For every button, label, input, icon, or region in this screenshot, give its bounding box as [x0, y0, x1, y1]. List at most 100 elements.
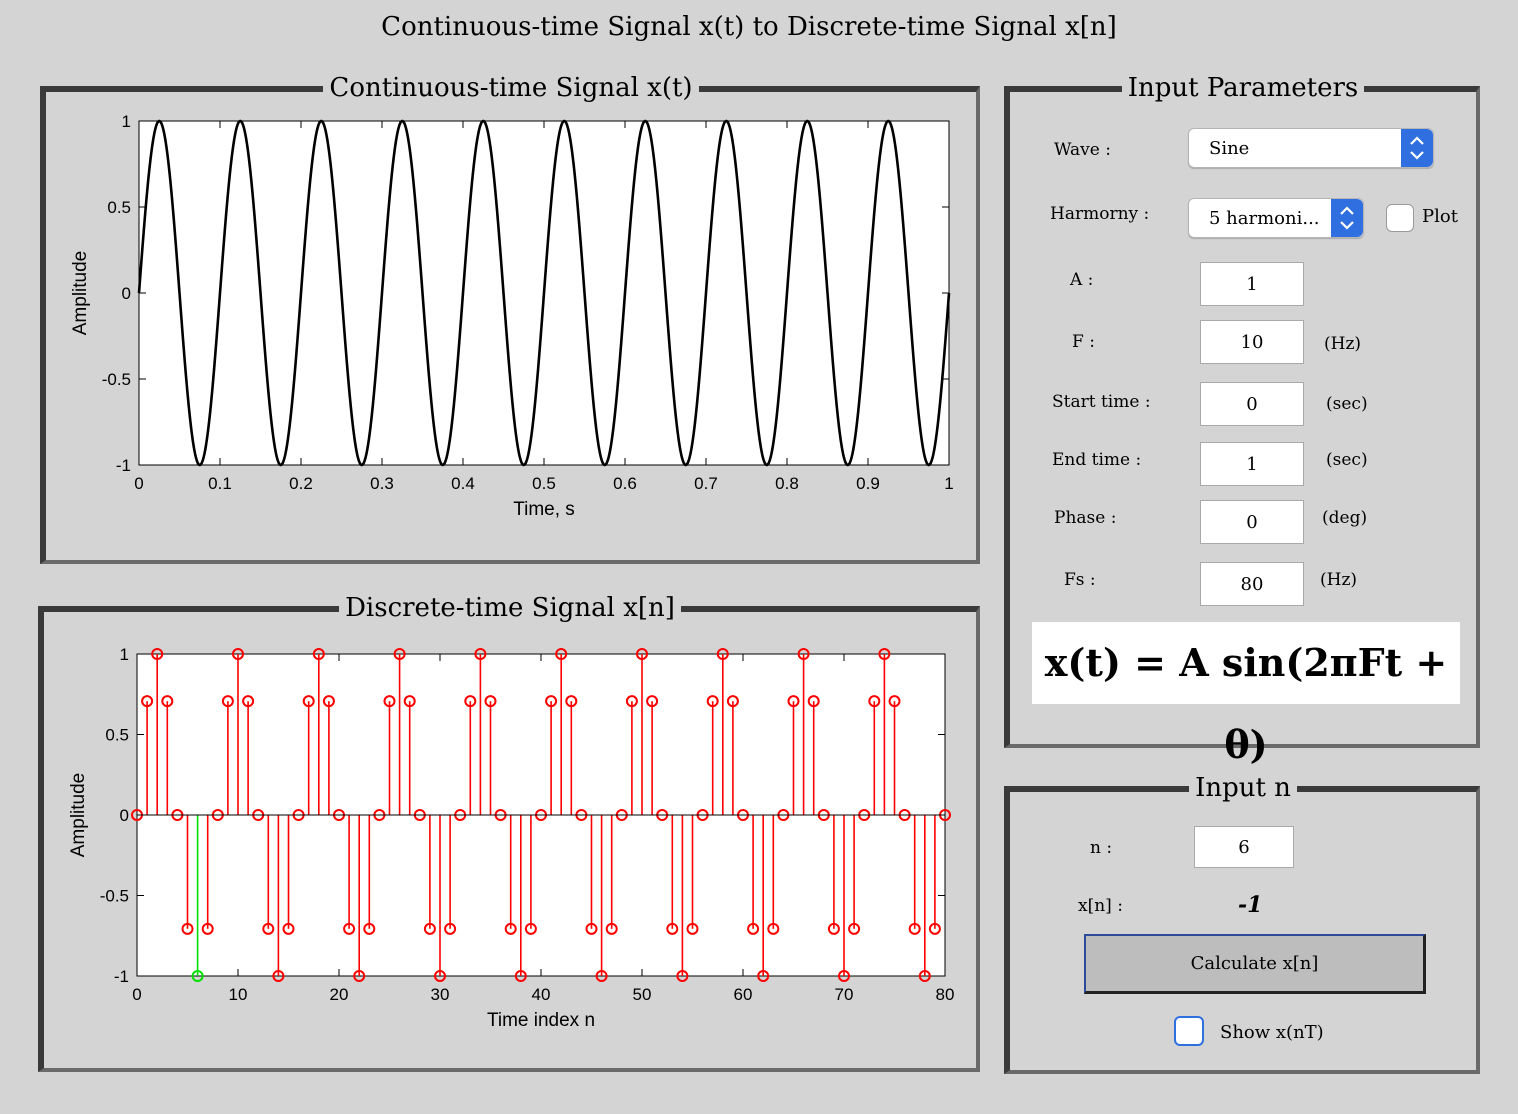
stem-marker	[878, 648, 891, 660]
y-tick-label: 0.5	[107, 198, 131, 217]
y-tick-label: 1	[122, 112, 131, 131]
plot-checkbox[interactable]	[1386, 204, 1414, 232]
discrete-signal-plot: 0 10 20 30 40 50 60 70 80 -1 -0.5 0 0.5 1 Time index n…	[68, 645, 955, 1031]
input-parameters-panel: Input Parameters Wave : Sine Harmorny : …	[1004, 73, 1480, 767]
stem-marker	[191, 970, 204, 982]
x-tick-label: 0.3	[370, 474, 394, 493]
harmony-label: Harmorny :	[1050, 204, 1150, 224]
n-label: n :	[1090, 838, 1113, 858]
plot-label: Plot	[1422, 206, 1458, 227]
harmony-select-value: 5 harmoni...	[1209, 208, 1320, 229]
calculate-button[interactable]: Calculate x[n]	[1084, 934, 1426, 994]
a-input[interactable]	[1200, 262, 1304, 306]
stem-marker	[716, 648, 729, 660]
stem-marker	[514, 970, 527, 982]
stem-marker	[625, 695, 638, 708]
y-tick-label: 0	[122, 284, 131, 303]
stem-marker	[676, 970, 689, 982]
stem-marker	[221, 695, 234, 708]
signal-line	[137, 119, 951, 467]
stem-marker	[555, 648, 568, 660]
stem-marker	[201, 922, 214, 935]
stem-marker	[434, 970, 446, 982]
stem-marker	[383, 695, 396, 708]
stem-marker	[393, 648, 406, 660]
x-tick-label: 80	[936, 985, 955, 1004]
stem-marker	[141, 695, 154, 708]
x-tick-label: 50	[633, 985, 652, 1004]
stem-marker	[565, 695, 578, 708]
x-tick-label: 10	[229, 985, 248, 1004]
stem-marker	[848, 922, 861, 935]
y-tick-label: -0.5	[100, 887, 129, 906]
stem-marker	[444, 922, 457, 935]
stem-marker	[646, 695, 659, 708]
stem-marker	[474, 648, 487, 660]
x-tick-label: 0.8	[775, 474, 799, 493]
stem-marker	[868, 695, 881, 708]
fs-label: Fs :	[1064, 570, 1096, 590]
stem-marker	[403, 695, 416, 708]
stem-marker	[595, 970, 608, 982]
stem-marker	[464, 695, 477, 708]
f-unit: (Hz)	[1324, 334, 1362, 354]
y-tick-label: -0.5	[102, 370, 131, 389]
stem-marker	[787, 695, 800, 708]
discrete-signal-panel: Discrete-time Signal x[n] 0 10 20 30 40 50 60 7…	[38, 593, 980, 1072]
y-tick-label: 1	[120, 645, 129, 664]
start-time-unit: (sec)	[1326, 394, 1368, 414]
xn-label: x[n] :	[1078, 896, 1123, 916]
select-arrows-icon	[1401, 129, 1433, 167]
stem-marker	[838, 970, 850, 982]
stem-marker	[353, 970, 366, 982]
xn-value: -1	[1238, 892, 1263, 918]
x-tick-label: 70	[835, 985, 854, 1004]
stem-marker	[343, 922, 356, 935]
phase-input[interactable]	[1200, 500, 1304, 544]
stem-marker	[545, 695, 558, 708]
wave-select-value: Sine	[1209, 138, 1250, 159]
stem-marker	[888, 695, 901, 708]
x-tick-label: 1	[944, 474, 953, 493]
continuous-panel-title: Continuous-time Signal x(t)	[323, 73, 699, 103]
n-input[interactable]	[1194, 826, 1294, 868]
x-tick-label: 20	[330, 985, 349, 1004]
stem-marker	[484, 695, 497, 708]
show-xnt-checkbox[interactable]	[1174, 1016, 1204, 1046]
start-time-input[interactable]	[1200, 382, 1304, 426]
x-axis-label: Time index n	[487, 1010, 595, 1031]
x-tick-label: 0.5	[532, 474, 556, 493]
stem-marker	[797, 648, 810, 660]
fs-input[interactable]	[1200, 562, 1304, 606]
y-axis-label: Amplitude	[70, 251, 91, 336]
x-tick-label: 0	[132, 985, 141, 1004]
window-title: Continuous-time Signal x(t) to Discrete-…	[381, 12, 1117, 42]
wave-select[interactable]: Sine	[1188, 128, 1434, 168]
x-tick-label: 30	[431, 985, 450, 1004]
stem-marker	[262, 922, 275, 935]
stem-marker	[686, 922, 699, 935]
discrete-panel-title: Discrete-time Signal x[n]	[339, 593, 681, 623]
fs-unit: (Hz)	[1320, 570, 1358, 590]
stem-marker	[928, 922, 941, 935]
stem-marker	[908, 922, 921, 935]
a-label: A :	[1070, 270, 1094, 290]
x-tick-label: 0	[134, 474, 143, 493]
f-input[interactable]	[1200, 320, 1304, 364]
select-arrows-icon	[1331, 199, 1363, 237]
y-tick-label: -1	[116, 456, 131, 475]
y-tick-label: -1	[114, 967, 129, 986]
stem-marker	[585, 922, 598, 935]
wave-label: Wave :	[1054, 140, 1111, 160]
end-time-input[interactable]	[1200, 442, 1304, 486]
stem-marker	[242, 695, 255, 708]
stem-marker	[757, 970, 770, 982]
stem-marker	[747, 922, 760, 935]
y-tick-label: 0.5	[105, 726, 129, 745]
stem-marker	[151, 648, 164, 660]
input-n-title: Input n	[1189, 773, 1297, 803]
x-axis-label: Time, s	[513, 499, 575, 520]
stem-marker	[827, 922, 840, 935]
x-tick-label: 0.9	[856, 474, 880, 493]
harmony-select[interactable]: 5 harmoni...	[1188, 198, 1364, 238]
